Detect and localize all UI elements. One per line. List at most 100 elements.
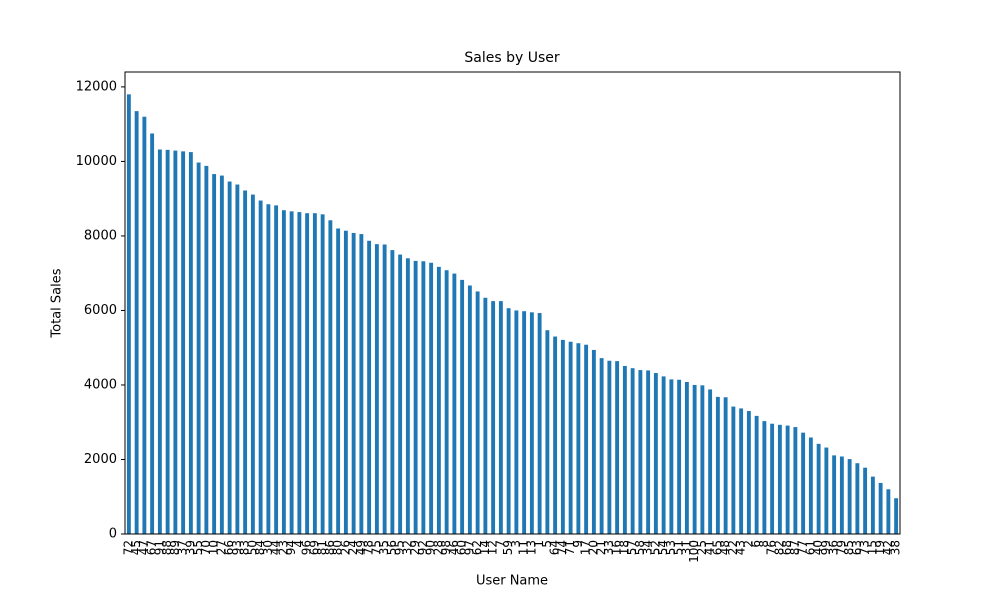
bar [405,258,410,534]
y-tick-label: 4000 [84,377,117,392]
x-tick-label: 33 [602,540,616,555]
x-tick-label: 10 [207,540,221,555]
bar [491,301,496,534]
x-tick-label: 58 [633,540,647,555]
bar [715,396,720,534]
bar [746,411,751,534]
x-tick-label: 66 [222,540,236,555]
bar [816,443,821,534]
bar [630,368,635,534]
x-tick-label: 74 [555,540,569,555]
x-tick-label: 11 [517,540,531,555]
x-tick-label: 4 [292,540,306,548]
y-tick-label: 2000 [84,452,117,467]
bar [824,447,829,534]
bar [467,285,472,534]
x-tick-label: 38 [889,540,903,555]
x-tick-label: 19 [873,540,887,555]
x-tick-label: 54 [656,540,670,555]
x-tick-label: 34 [641,540,655,555]
x-tick-label: 12 [486,540,500,555]
x-tick-label: 80 [331,540,345,555]
x-tick-label: 31 [679,540,693,555]
x-tick-label: 87 [788,540,802,555]
x-tick-label: 28 [431,540,445,555]
bar [708,389,713,534]
bar [173,150,178,535]
x-tick-label: 17 [579,540,593,555]
bar [343,230,348,534]
x-tick-label: 9 [571,540,585,548]
x-tick-label: 7 [493,540,507,548]
y-tick-label: 8000 [84,228,117,243]
bar [785,425,790,534]
x-tick-label: 62 [470,540,484,555]
bar [700,385,705,534]
bar [429,262,434,534]
bar [553,336,558,534]
bar [777,424,782,534]
bar [537,313,542,534]
x-tick-label: 41 [703,540,717,555]
bar [793,427,798,534]
x-tick-label: 27 [214,540,228,555]
bar [770,423,775,534]
x-tick-label: 69 [307,540,321,555]
x-tick-label: 71 [563,540,577,555]
x-tick-label: 32 [400,540,414,555]
y-tick-label: 10000 [76,154,117,169]
bar [599,358,604,534]
bar [134,111,139,534]
bar [622,365,627,534]
x-tick-label: 43 [734,540,748,555]
x-tick-label: 44 [269,540,283,555]
bar [878,482,883,534]
x-tick-label: 6 [749,540,763,548]
x-tick-label: 65 [710,540,724,555]
x-tick-label: 48 [718,540,732,555]
x-tick-label: 64 [548,540,562,555]
bar [281,210,286,534]
bar [894,498,899,534]
x-tick-label: 50 [245,540,259,555]
bar [142,116,147,534]
x-tick-label: 89 [168,540,182,555]
bar [382,244,387,535]
x-tick-label: 94 [284,540,298,555]
x-tick-label: 75 [369,540,383,555]
bar [390,250,395,534]
bar [545,330,550,534]
x-tick-label: 96 [300,540,314,555]
bar [413,260,418,534]
x-tick-label: 93 [230,540,244,555]
bar [801,432,806,534]
x-tick-label: 3 [509,540,523,548]
bar [653,373,658,534]
bar [297,212,302,534]
x-tick-label: 82 [772,540,786,555]
bar [460,279,465,534]
bar [591,349,596,534]
x-tick-label: 29 [408,540,422,555]
y-tick-label: 12000 [76,79,117,94]
x-tick-label: 18 [617,540,631,555]
bar [607,360,612,534]
x-tick-label: 46 [447,540,461,555]
bar [436,266,441,534]
bar [863,467,868,534]
x-tick-label: 91 [152,540,166,555]
bar [227,181,232,535]
bar [150,133,155,534]
bar [568,341,573,534]
x-tick-label: 60 [455,540,469,555]
bar [483,297,488,534]
x-tick-label: 98 [439,540,453,555]
y-tick-label: 0 [109,527,117,542]
bar [723,397,728,534]
bar [219,175,224,534]
x-tick-label: 52 [648,540,662,555]
bar [243,190,248,534]
x-tick-label: 92 [416,540,430,555]
bar [754,415,759,534]
